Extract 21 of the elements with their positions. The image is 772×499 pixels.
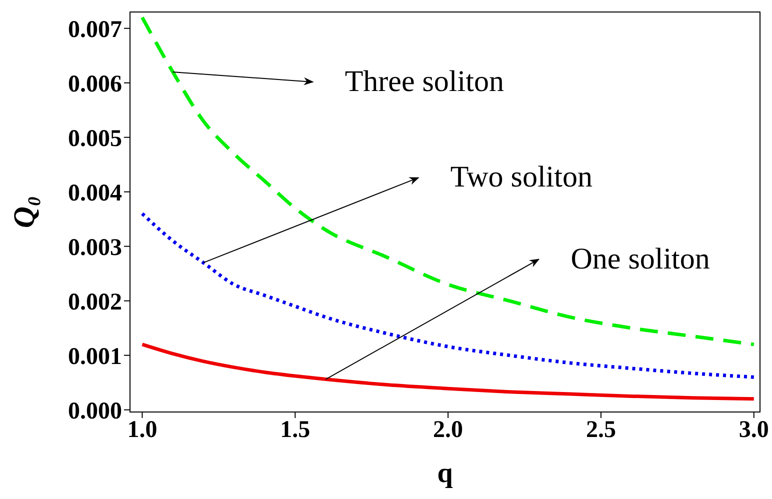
x-tick-label: 2.5 xyxy=(586,417,616,444)
line-series xyxy=(140,16,756,346)
x-tick-label: 2.0 xyxy=(433,417,464,444)
annotation: One soliton xyxy=(570,242,710,276)
x-axis-title: q xyxy=(437,458,454,489)
x-tick-label: 1.5 xyxy=(280,417,310,444)
annotation: Two soliton xyxy=(450,160,592,194)
y-tick-label: 0.006 xyxy=(68,71,122,98)
y-tick-label: 0.002 xyxy=(68,289,122,316)
y-tick-label: 0.007 xyxy=(68,16,122,43)
x-tick-label: 3.0 xyxy=(738,417,769,444)
y-tick-label: 0.000 xyxy=(68,398,122,424)
y-axis-title: Q₀ xyxy=(8,196,41,228)
line-series xyxy=(140,212,756,379)
y-tick-label: 0.001 xyxy=(68,344,122,370)
y-tick-label: 0.004 xyxy=(68,180,122,206)
x-tick-label: 1.0 xyxy=(127,417,158,444)
annotation: Three soliton xyxy=(344,64,504,98)
line-series xyxy=(140,342,756,401)
y-tick-label: 0.005 xyxy=(68,126,122,152)
y-tick-label: 0.003 xyxy=(68,234,122,261)
